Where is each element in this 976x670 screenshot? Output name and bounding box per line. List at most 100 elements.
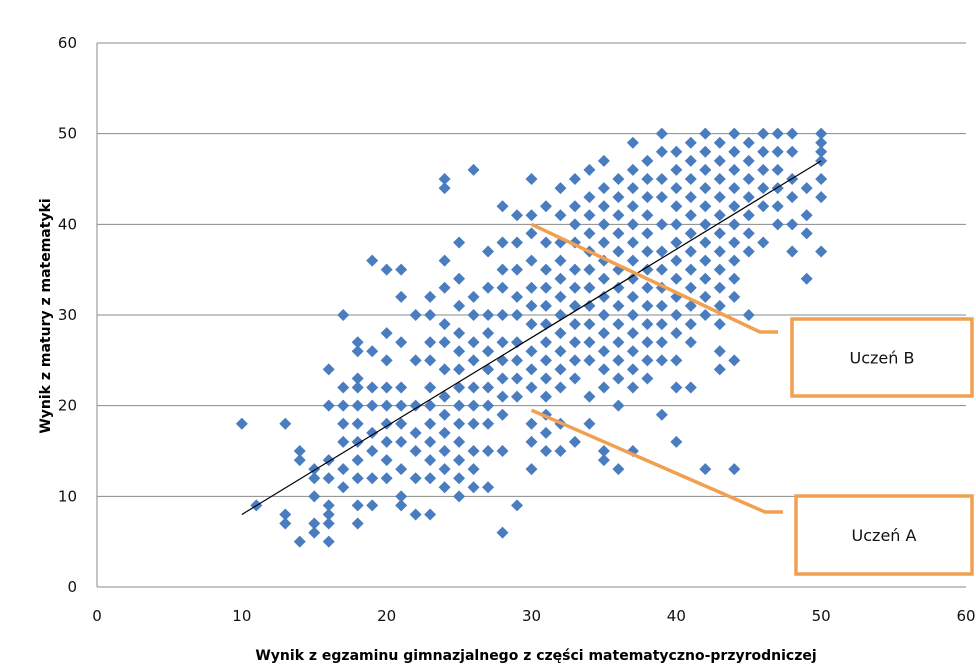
data-point [554,327,567,340]
data-point [626,236,639,249]
data-point [424,454,437,467]
data-point [655,318,668,331]
data-point [699,236,712,249]
data-point [525,209,538,222]
data-point [568,372,581,385]
data-point [583,163,596,176]
data-point [337,399,350,412]
data-point [337,381,350,394]
data-point [409,508,422,521]
data-point [308,526,321,539]
data-point [511,236,524,249]
data-point [366,345,379,358]
data-point [626,327,639,340]
data-point [395,417,408,430]
data-point [467,463,480,476]
data-point [395,399,408,412]
data-point [597,218,610,231]
data-point [728,272,741,285]
data-point [279,508,292,521]
data-point [597,272,610,285]
data-point [438,254,451,267]
data-point [684,209,697,222]
data-point [728,145,741,158]
callout-box [790,317,974,398]
data-point [771,218,784,231]
data-point [728,236,741,249]
data-point [655,354,668,367]
data-point [279,517,292,530]
data-point [308,517,321,530]
data-point [771,145,784,158]
data-point [554,445,567,457]
data-point [699,182,712,195]
callout-leader [530,222,778,334]
data-point [641,227,654,240]
data-point [380,263,393,276]
data-point [511,372,524,385]
y-tick-label: 10 [58,487,77,505]
data-point [815,191,828,204]
callouts: Uczeń B Uczeń A [530,222,974,576]
data-point [482,327,495,340]
data-point [771,163,784,176]
data-point [597,345,610,358]
data-point [337,481,350,494]
data-point [482,381,495,394]
data-point [583,336,596,349]
data-point [322,508,335,521]
data-point [597,236,610,249]
data-point [467,163,480,176]
data-point [583,299,596,312]
data-point [366,399,379,412]
data-point [597,290,610,303]
data-point [742,309,755,321]
data-point [496,526,509,539]
data-point [684,227,697,240]
axes [96,43,966,588]
data-point [424,309,437,321]
data-point [322,472,335,485]
data-point [496,336,509,349]
data-point [612,173,625,185]
data-point [699,290,712,303]
data-point [453,490,466,503]
data-point [496,281,509,294]
data-point [815,136,828,149]
data-point [655,299,668,312]
data-point [626,309,639,321]
data-point [713,136,726,149]
data-point [655,173,668,185]
data-point [757,182,770,195]
data-point [554,254,567,267]
data-point [424,435,437,448]
data-point [641,354,654,367]
data-point [308,490,321,503]
data-point [684,336,697,349]
data-point [655,191,668,204]
data-point [438,445,451,457]
data-point [699,127,712,140]
data-point [612,318,625,331]
data-point [308,472,321,485]
data-point [539,372,552,385]
data-point [409,309,422,321]
data-point [322,499,335,512]
data-point [293,535,306,548]
data-point [511,390,524,403]
data-point [713,263,726,276]
data-point [612,372,625,385]
data-point [757,163,770,176]
data-point [525,299,538,312]
data-point [612,336,625,349]
data-point [626,182,639,195]
data-point [786,245,799,258]
data-point [366,445,379,457]
data-point [699,254,712,267]
data-point [511,209,524,222]
data-point [424,417,437,430]
data-point [612,463,625,476]
data-point [424,508,437,521]
data-point [511,263,524,276]
data-point [380,472,393,485]
